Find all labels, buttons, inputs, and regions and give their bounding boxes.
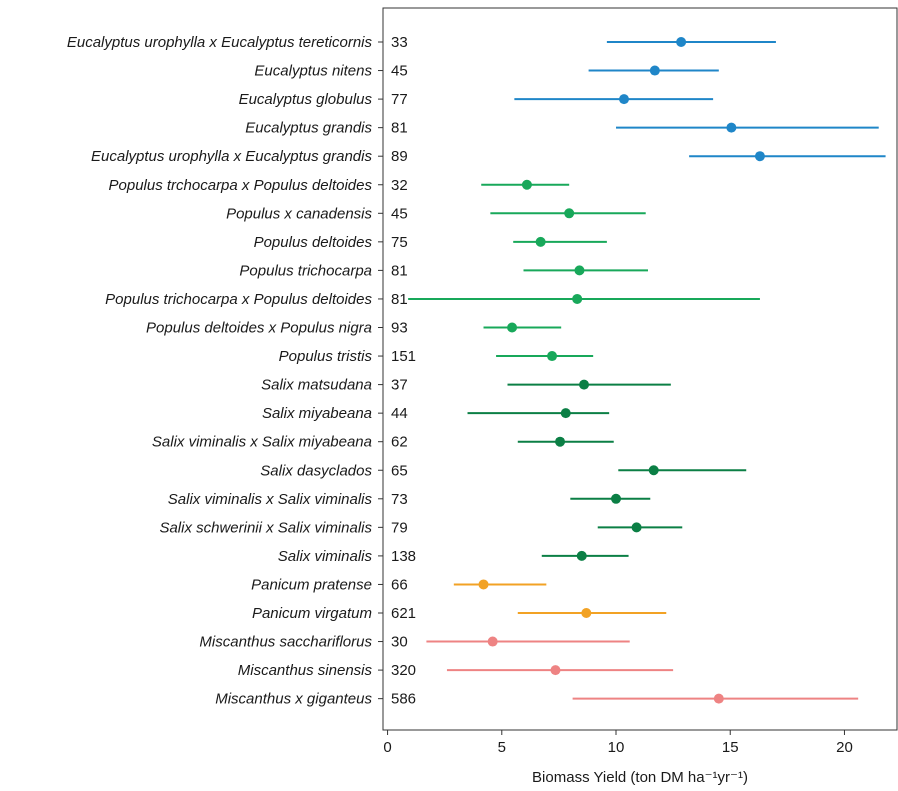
species-label: Miscanthus sacchariflorus	[199, 634, 372, 651]
mean-point	[564, 208, 575, 219]
mean-point	[581, 608, 592, 618]
sample-count: 33	[391, 34, 408, 51]
sample-count: 37	[391, 377, 408, 394]
species-label: Salix matsudana	[261, 377, 372, 394]
species-label: Salix viminalis x Salix miyabeana	[152, 434, 372, 451]
species-label: Salix schwerinii x Salix viminalis	[159, 519, 372, 536]
x-tick-label: 10	[608, 739, 625, 756]
sample-count: 65	[391, 462, 408, 479]
mean-point	[649, 65, 660, 76]
sample-count: 73	[391, 491, 408, 508]
mean-point	[754, 151, 765, 162]
plot-marks	[408, 37, 886, 704]
mean-point	[550, 665, 561, 676]
mean-point	[507, 322, 518, 333]
sample-count: 45	[391, 205, 408, 222]
mean-point	[648, 465, 659, 476]
species-label: Miscanthus sinensis	[238, 662, 373, 679]
species-label: Populus x canadensis	[226, 205, 372, 222]
mean-point	[726, 122, 737, 133]
plot-frame	[382, 7, 898, 731]
sample-count: 81	[391, 120, 408, 137]
sample-count: 586	[391, 691, 416, 708]
species-label: Populus trchocarpa x Populus deltoides	[109, 177, 373, 194]
mean-point	[611, 493, 622, 504]
mean-point	[676, 37, 687, 47]
mean-point	[713, 693, 724, 704]
species-label: Panicum pratense	[251, 576, 372, 593]
sample-count: 77	[391, 91, 408, 108]
species-label: Populus tristis	[279, 348, 373, 365]
sample-count: 79	[391, 519, 408, 536]
species-label: Miscanthus x giganteus	[215, 691, 372, 708]
species-label: Eucalyptus urophylla x Eucalyptus grandi…	[91, 148, 372, 165]
species-label: Salix viminalis	[278, 548, 373, 565]
sample-count: 320	[391, 662, 416, 679]
sample-count: 45	[391, 63, 408, 80]
sample-count: 89	[391, 148, 408, 165]
species-label: Populus trichocarpa x Populus deltoides	[105, 291, 372, 308]
sample-count: 30	[391, 634, 408, 651]
species-label: Salix miyabeana	[262, 405, 372, 422]
mean-point	[547, 351, 558, 362]
species-label: Eucalyptus grandis	[245, 120, 372, 137]
sample-count: 93	[391, 320, 408, 337]
sample-count: 62	[391, 434, 408, 451]
species-label: Populus trichocarpa	[239, 262, 372, 279]
sample-count: 66	[391, 576, 408, 593]
mean-point	[555, 436, 566, 447]
x-tick-label: 15	[722, 739, 739, 756]
mean-point	[521, 179, 532, 190]
species-label: Populus deltoides x Populus nigra	[146, 320, 372, 337]
sample-count: 151	[391, 348, 416, 365]
species-label: Eucalyptus urophylla x Eucalyptus tereti…	[67, 34, 373, 51]
species-label: Panicum virgatum	[252, 605, 372, 622]
mean-point	[579, 379, 590, 390]
mean-point	[478, 579, 489, 590]
mean-point	[574, 265, 585, 276]
x-axis-label: Biomass Yield (ton DM ha⁻¹yr⁻¹)	[532, 769, 748, 786]
x-axis: 0 5 10 15 20	[383, 730, 853, 756]
mean-point	[576, 550, 587, 561]
mean-point	[572, 293, 583, 304]
y-axis: Eucalyptus urophylla x Eucalyptus tereti…	[67, 34, 416, 708]
species-label: Salix viminalis x Salix viminalis	[168, 491, 373, 508]
sample-count: 81	[391, 291, 408, 308]
species-label: Populus deltoides	[254, 234, 373, 251]
sample-count: 621	[391, 605, 416, 622]
species-label: Eucalyptus nitens	[254, 63, 372, 80]
sample-count: 81	[391, 262, 408, 279]
mean-point	[535, 236, 546, 247]
sample-count: 32	[391, 177, 408, 194]
mean-point	[619, 94, 630, 105]
x-tick-label: 0	[383, 739, 391, 756]
sample-count: 138	[391, 548, 416, 565]
sample-count: 75	[391, 234, 408, 251]
x-tick-label: 5	[498, 739, 506, 756]
mean-point	[631, 522, 642, 533]
species-label: Eucalyptus globulus	[239, 91, 373, 108]
mean-point	[487, 636, 498, 647]
x-tick-label: 20	[836, 739, 853, 756]
sample-count: 44	[391, 405, 408, 422]
species-label: Salix dasyclados	[260, 462, 372, 479]
mean-point	[560, 408, 571, 419]
